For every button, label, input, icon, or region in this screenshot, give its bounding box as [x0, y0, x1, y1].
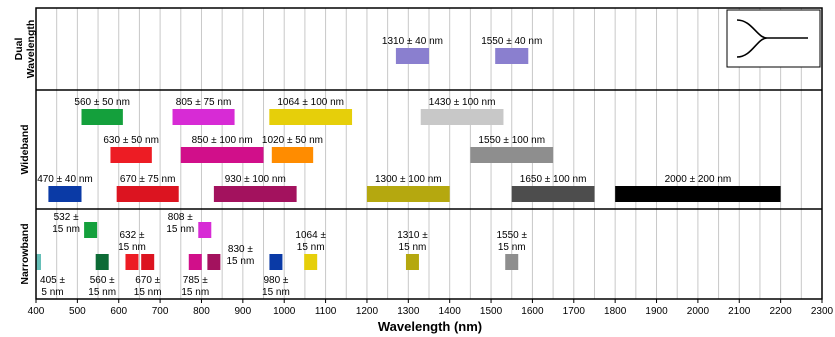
x-tick-label: 1100: [315, 306, 337, 317]
band-label-1430-wide: 1430 ± 100 nm: [429, 97, 496, 108]
row-labels: Dual Wavelength Wideband Narrowband: [13, 20, 37, 285]
band-label-560-wide: 560 ± 50 nm: [74, 97, 130, 108]
x-tick-label: 1600: [521, 306, 544, 317]
band-bar-805-wide: [172, 109, 235, 125]
band-bar-850-wide: [180, 147, 264, 163]
band-label-1650-wide: 1650 ± 100 nm: [520, 174, 587, 185]
x-axis-label: Wavelength (nm): [378, 319, 482, 334]
x-tick-label: 1900: [645, 306, 668, 317]
band-bar-1064-wide: [269, 109, 353, 125]
x-tick-label: 2200: [770, 306, 793, 317]
band-bar-630-wide: [110, 147, 152, 163]
row-label-line: Dual: [13, 38, 25, 61]
band-label-1310-dual: 1310 ± 40 nm: [382, 36, 443, 47]
band-bar-1550-wide: [470, 147, 554, 163]
row-label-line: Wideband: [19, 124, 31, 174]
band-bar-1310-narrow: [405, 254, 419, 270]
x-tick-label: 2100: [728, 306, 751, 317]
band-label-632-narrow: 632 ±15 nm: [118, 230, 146, 253]
plot-border: [35, 7, 823, 300]
band-label-1020-wide: 1020 ± 50 nm: [262, 135, 323, 146]
band-bar-470-wide: [48, 186, 82, 202]
band-label-1300-wide: 1300 ± 100 nm: [375, 174, 442, 185]
band-bar-1550-narrow: [505, 254, 519, 270]
row-label-line: Narrowband: [19, 223, 31, 284]
x-tick-label: 1200: [356, 306, 379, 317]
chart-frame: [35, 7, 823, 300]
band-label-1310-narrow: 1310 ±15 nm: [397, 230, 428, 253]
row-label-wide: Wideband: [19, 124, 31, 174]
band-bar-670-narrow: [141, 254, 155, 270]
band-bar-632-narrow: [125, 254, 139, 270]
band-bar-930-wide: [213, 186, 297, 202]
band-bar-785-narrow: [188, 254, 202, 270]
band-label-532-narrow: 532 ±15 nm: [52, 212, 80, 235]
band-label-560-narrow: 560 ±15 nm: [88, 275, 116, 298]
band-bar-980-narrow: [269, 254, 283, 270]
band-bar-1310-dual: [395, 48, 429, 64]
band-bar-560-wide: [81, 109, 123, 125]
row-label-narrow: Narrowband: [19, 223, 31, 284]
band-label-805-wide: 805 ± 75 nm: [176, 97, 232, 108]
band-label-670-narrow: 670 ±15 nm: [134, 275, 162, 298]
band-bar-1064-narrow: [304, 254, 318, 270]
band-bar-670-wide: [116, 186, 179, 202]
band-label-785-narrow: 785 ±15 nm: [181, 275, 209, 298]
band-label-1550-narrow: 1550 ±15 nm: [496, 230, 527, 253]
band-label-630-wide: 630 ± 50 nm: [103, 135, 159, 146]
band-label-808-narrow: 808 ±15 nm: [166, 212, 194, 235]
x-axis: 400 500 600 700 800 900 1000 1100 1200 1300 1400 15…: [28, 299, 834, 317]
band-label-670-wide: 670 ± 75 nm: [120, 174, 176, 185]
x-tick-label: 700: [152, 306, 169, 317]
coupler-icon: [726, 9, 821, 68]
band-bar-1020-wide: [271, 147, 314, 163]
x-tick-label: 2300: [811, 306, 834, 317]
bands: 1310 ± 40 nm 1550 ± 40 nm 560 ± 50 nm 805 ±…: [36, 36, 781, 298]
band-bar-1550-dual: [495, 48, 529, 64]
band-bar-1650-wide: [511, 186, 595, 202]
band-label-470-wide: 470 ± 40 nm: [37, 174, 93, 185]
row-label-dual: Dual Wavelength: [13, 20, 37, 79]
band-label-830-narrow: 830 ±15 nm: [226, 244, 254, 267]
band-label-930-wide: 930 ± 100 nm: [225, 174, 286, 185]
band-bar-560-narrow: [95, 254, 109, 270]
x-tick-label: 1000: [273, 306, 296, 317]
band-label-1550-wide: 1550 ± 100 nm: [478, 135, 545, 146]
band-bar-405-narrow: [36, 254, 41, 270]
band-label-850-wide: 850 ± 100 nm: [192, 135, 253, 146]
band-bar-830-narrow: [207, 254, 221, 270]
row-label-line: Wavelength: [25, 20, 37, 79]
x-tick-label: 2000: [687, 306, 710, 317]
band-bar-2000-wide: [615, 186, 781, 202]
x-tick-label: 400: [28, 306, 45, 317]
band-bar-1300-wide: [366, 186, 450, 202]
x-tick-label: 1500: [480, 306, 503, 317]
band-bar-1430-wide: [420, 109, 504, 125]
x-tick-label: 900: [234, 306, 251, 317]
x-tick-label: 1700: [563, 306, 586, 317]
band-label-1064-wide: 1064 ± 100 nm: [277, 97, 344, 108]
x-tick-label: 600: [110, 306, 127, 317]
band-label-2000-wide: 2000 ± 200 nm: [665, 174, 732, 185]
x-tick-label: 800: [193, 306, 210, 317]
band-label-1550-dual: 1550 ± 40 nm: [481, 36, 542, 47]
x-tick-label: 500: [69, 306, 86, 317]
x-tick-label: 1400: [439, 306, 462, 317]
band-label-405-narrow: 405 ±5 nm: [40, 275, 65, 298]
band-label-980-narrow: 980 ±15 nm: [262, 275, 290, 298]
band-bar-532-narrow: [84, 222, 98, 238]
x-tick-label: 1800: [604, 306, 627, 317]
band-bar-808-narrow: [198, 222, 212, 238]
band-label-1064-narrow: 1064 ±15 nm: [295, 230, 326, 253]
x-tick-label: 1300: [397, 306, 420, 317]
